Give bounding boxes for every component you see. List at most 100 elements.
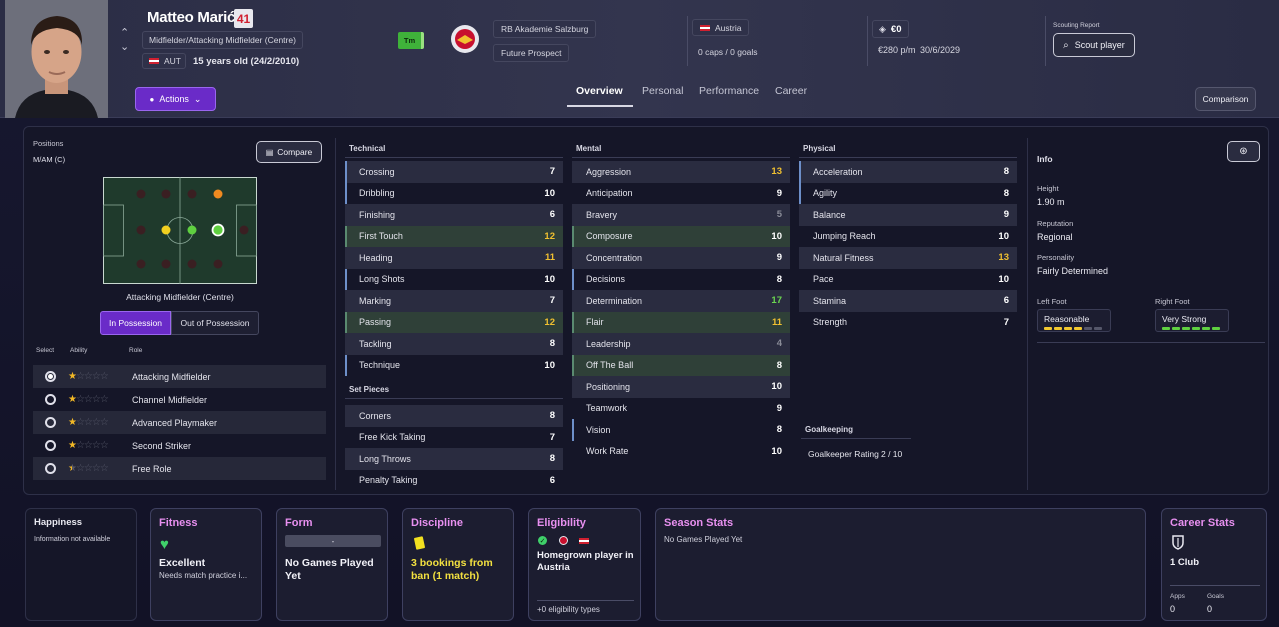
attribute-row[interactable]: Bravery 5 — [572, 204, 790, 226]
attribute-row[interactable]: Long Shots 10 — [345, 268, 563, 290]
star-rating-icon: ★☆☆☆☆ — [68, 440, 109, 451]
actions-button[interactable]: ● Actions ⌄ — [135, 87, 216, 111]
attribute-value: 13 — [998, 252, 1009, 264]
attribute-row[interactable]: Balance 9 — [799, 204, 1017, 226]
attribute-row[interactable]: Passing 12 — [345, 311, 563, 333]
attribute-row[interactable]: Free Kick Taking 7 — [345, 427, 563, 449]
attribute-row[interactable]: Anticipation 9 — [572, 183, 790, 205]
attribute-row[interactable]: Vision 8 — [572, 419, 790, 441]
attribute-row[interactable]: Acceleration 8 — [799, 161, 1017, 183]
attribute-row[interactable]: Flair 11 — [572, 311, 790, 333]
tab-overview[interactable]: Overview — [576, 85, 623, 97]
attribute-row[interactable]: Tackling 8 — [345, 333, 563, 355]
attribute-value: 9 — [776, 187, 782, 199]
attribute-value: 11 — [544, 252, 555, 264]
comparison-button[interactable]: Comparison — [1195, 87, 1256, 111]
career-clubs: 1 Club — [1170, 557, 1200, 568]
attribute-row[interactable]: Off The Ball 8 — [572, 354, 790, 376]
attribute-row[interactable]: Natural Fitness 13 — [799, 247, 1017, 269]
attribute-row[interactable]: Strength 7 — [799, 312, 1017, 334]
attribute-row[interactable]: Crossing 7 — [345, 161, 563, 183]
form-card[interactable]: Form - No Games Played Yet — [276, 508, 388, 621]
attribute-name: Dribbling — [359, 188, 395, 199]
season-stats-card[interactable]: Season Stats No Games Played Yet — [655, 508, 1146, 621]
attribute-row[interactable]: Stamina 6 — [799, 290, 1017, 312]
compare-button[interactable]: ▤ Compare — [256, 141, 322, 163]
attribute-row[interactable]: Teamwork 9 — [572, 398, 790, 420]
attribute-row[interactable]: Work Rate 10 — [572, 441, 790, 463]
foot-level-segment — [1054, 327, 1062, 330]
role-row[interactable]: ★☆☆☆☆ Attacking Midfielder — [33, 365, 326, 388]
attribute-value: 8 — [1003, 187, 1009, 199]
in-possession-toggle[interactable]: In Possession — [100, 311, 171, 335]
discipline-card[interactable]: Discipline 3 bookings from ban (1 match) — [402, 508, 514, 621]
goals-label: Goals — [1207, 593, 1224, 600]
out-of-possession-toggle[interactable]: Out of Possession — [171, 311, 259, 335]
attribute-value: 12 — [544, 316, 555, 328]
attribute-row[interactable]: Pace 10 — [799, 269, 1017, 291]
role-radio[interactable] — [45, 440, 56, 451]
career-stats-card[interactable]: Career Stats 1 Club Apps 0 Goals 0 — [1161, 508, 1267, 621]
goals-value: 0 — [1207, 604, 1213, 614]
role-radio[interactable] — [45, 417, 56, 428]
attribute-row[interactable]: Long Throws 8 — [345, 448, 563, 470]
fitness-card[interactable]: Fitness ♥ Excellent Needs match practice… — [150, 508, 262, 621]
attribute-row[interactable]: Dribbling 10 — [345, 182, 563, 204]
international-caps: 0 caps / 0 goals — [698, 47, 758, 57]
attribute-row[interactable]: First Touch 12 — [345, 225, 563, 247]
role-radio[interactable] — [45, 463, 56, 474]
attribute-name: Natural Fitness — [813, 252, 874, 263]
attribute-row[interactable]: Finishing 6 — [345, 204, 563, 226]
goalkeeper-rating-label: Goalkeeper Rating — [808, 449, 879, 459]
role-radio[interactable] — [45, 371, 56, 382]
tab-performance[interactable]: Performance — [699, 85, 760, 97]
attribute-value: 13 — [771, 166, 782, 178]
chevron-up-icon[interactable]: ⌃ — [120, 27, 130, 39]
foot-level-segment — [1084, 327, 1092, 330]
tab-career[interactable]: Career — [775, 85, 808, 97]
attribute-row[interactable]: Aggression 13 — [572, 161, 790, 183]
attribute-row[interactable]: Leadership 4 — [572, 333, 790, 355]
attribute-row[interactable]: Marking 7 — [345, 290, 563, 312]
chevron-down-icon[interactable]: ⌄ — [120, 41, 130, 53]
compare-icon: ▤ — [265, 147, 274, 157]
attribute-row[interactable]: Decisions 8 — [572, 268, 790, 290]
attribute-name: Flair — [586, 317, 604, 328]
country-box[interactable]: Austria — [692, 19, 750, 36]
attribute-row[interactable]: Agility 8 — [799, 182, 1017, 204]
info-options-button[interactable]: ⊛ — [1227, 141, 1260, 162]
player-name: Matteo Marić — [147, 9, 236, 26]
attribute-row[interactable]: Technique 10 — [345, 354, 563, 376]
player-status: Future Prospect — [493, 44, 570, 62]
attribute-name: Decisions — [586, 274, 626, 285]
role-row[interactable]: ★☆☆☆☆ Second Striker — [33, 434, 326, 457]
eligibility-footer[interactable]: +0 eligibility types — [537, 605, 600, 614]
attribute-row[interactable]: Concentration 9 — [572, 247, 790, 269]
attribute-value: 9 — [776, 402, 782, 414]
role-radio[interactable] — [45, 394, 56, 405]
attribute-value: 10 — [544, 187, 555, 199]
attribute-row[interactable]: Penalty Taking 6 — [345, 470, 563, 492]
positions-value: M/AM (C) — [33, 155, 66, 164]
role-row[interactable]: ★☆☆☆☆ Advanced Playmaker — [33, 411, 326, 434]
happiness-card[interactable]: Happiness Information not available — [25, 508, 137, 621]
attribute-value: 8 — [1003, 166, 1009, 178]
attribute-value: 8 — [549, 338, 555, 350]
role-row[interactable]: ★☆☆☆☆ Channel Midfielder — [33, 388, 326, 411]
divider — [1037, 342, 1265, 343]
tab-personal[interactable]: Personal — [642, 85, 684, 97]
role-row[interactable]: ★☆☆☆☆ Free Role — [33, 457, 326, 480]
tm-badge[interactable]: Tm — [398, 32, 424, 49]
attribute-row[interactable]: Corners 8 — [345, 405, 563, 427]
club-name[interactable]: RB Akademie Salzburg — [493, 20, 597, 38]
eligibility-card[interactable]: Eligibility ✓ Homegrown player in Austri… — [528, 508, 641, 621]
attribute-row[interactable]: Determination 17 — [572, 290, 790, 312]
attribute-row[interactable]: Composure 10 — [572, 225, 790, 247]
attribute-row[interactable]: Positioning 10 — [572, 376, 790, 398]
physical-title: Physical — [799, 144, 1017, 158]
attribute-row[interactable]: Jumping Reach 10 — [799, 226, 1017, 248]
scout-player-button[interactable]: ⌕ Scout player — [1053, 33, 1135, 57]
attribute-row[interactable]: Heading 11 — [345, 247, 563, 269]
attribute-value: 7 — [1003, 316, 1009, 328]
club-logo-icon — [450, 22, 480, 56]
